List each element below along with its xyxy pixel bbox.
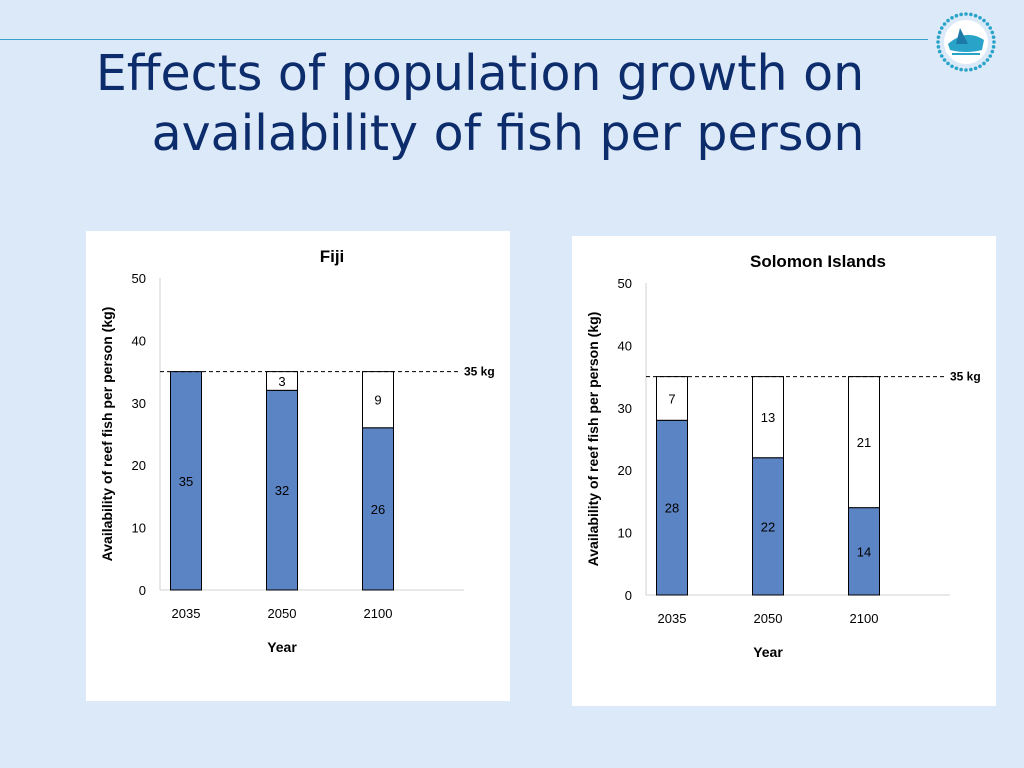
solomon-islands-y-tick-label: 0 [625, 588, 632, 603]
solomon-islands-bar-2100-segment-1 [848, 507, 880, 596]
fiji-data-label-2050-segment-1: 32 [275, 483, 289, 498]
logo-dot [985, 22, 990, 26]
fiji-y-tick-label: 10 [132, 521, 146, 536]
solomon-islands-chart-panel: Solomon Islands 0 10 20 30 40 50 Availability o… [572, 236, 996, 706]
fiji-x-tick-label-2050: 2050 [268, 606, 297, 621]
fiji-x-tick-label-2100: 2100 [364, 606, 393, 621]
logo-dot [978, 64, 982, 69]
logo-dot [959, 67, 963, 72]
fiji-y-tick-label: 50 [132, 271, 146, 286]
fiji-data-label-2050-segment-2: 3 [278, 374, 285, 389]
solomon-islands-bar-2050-segment-1 [752, 457, 784, 596]
fiji-chart-panel: Fiji 0 10 20 30 40 50 Availability of reef fish… [86, 231, 510, 701]
logo-dot [946, 18, 950, 23]
logo-dot [992, 40, 996, 44]
fiji-chart: Fiji 0 10 20 30 40 50 Availability of reef fish… [99, 247, 495, 655]
logo-dot [959, 12, 963, 17]
fiji-y-tick-label: 0 [139, 583, 146, 598]
logo-dot [950, 15, 954, 20]
solomon-islands-y-tick-label: 40 [618, 338, 632, 353]
slide-title-line-1: Effects of population growth on [95, 45, 865, 102]
logo-dot [973, 13, 978, 18]
fiji-bar-2035-segment-1 [170, 371, 202, 591]
logo-dot [950, 64, 954, 69]
sail-boat-logo-icon [936, 12, 996, 72]
fiji-y-axis-title: Availability of reef fish per person (kg… [99, 307, 115, 562]
fiji-data-label-2100-segment-2: 9 [374, 393, 381, 408]
solomon-islands-data-label-2050-segment-1: 22 [761, 519, 775, 534]
logo-dot [991, 35, 996, 39]
solomon-islands-bar-2035-segment-2 [656, 376, 688, 421]
solomon-islands-x-tick-label-2050: 2050 [754, 611, 783, 626]
logo-dot [936, 40, 940, 44]
fiji-reference-line-label: 35 kg [464, 365, 495, 379]
solomon-islands-x-axis-title: Year [753, 644, 783, 660]
logo-dot [954, 66, 959, 71]
logo-dot [939, 54, 944, 58]
logo-dot [990, 30, 995, 35]
fiji-bar-2050-segment-1 [266, 389, 298, 591]
header-rule [0, 39, 928, 40]
logo-dot [942, 22, 947, 26]
fiji-x-axis-title: Year [267, 639, 297, 655]
logo-dot [991, 45, 996, 49]
solomon-islands-bar-2100-segment-2 [848, 376, 880, 509]
logo-dot [954, 13, 959, 18]
solomon-islands-y-axis-title: Availability of reef fish per person (kg… [585, 312, 601, 567]
logo-dot [978, 15, 982, 20]
logo-dot [937, 49, 942, 54]
logo-dot [982, 61, 986, 66]
solomon-islands-data-label-2100-segment-1: 14 [857, 544, 871, 559]
fiji-y-tick-label: 30 [132, 396, 146, 411]
fiji-data-label-2100-segment-1: 26 [371, 502, 385, 517]
solomon-islands-y-tick-label: 30 [618, 401, 632, 416]
solomon-islands-y-tick-label: 10 [618, 526, 632, 541]
logo-dot [942, 58, 947, 62]
fiji-data-label-2035-segment-1: 35 [179, 474, 193, 489]
solomon-islands-data-label-2035-segment-1: 28 [665, 501, 679, 516]
solomon-islands-x-tick-label-2035: 2035 [658, 611, 687, 626]
logo-dot [990, 49, 995, 54]
solomon-islands-chart-title: Solomon Islands [750, 252, 886, 271]
logo-dot [964, 12, 968, 16]
logo-dot [988, 26, 993, 30]
solomon-islands-y-tick-label: 50 [618, 276, 632, 291]
logo-dot [969, 12, 973, 17]
logo-dot [937, 30, 942, 35]
logo-dot [973, 66, 978, 71]
solomon-islands-data-label-2100-segment-2: 21 [857, 435, 871, 450]
logo-dot [988, 54, 993, 58]
solomon-islands-reference-line-label: 35 kg [950, 370, 981, 384]
logo [934, 10, 998, 74]
logo-dot [969, 67, 973, 72]
solomon-islands-x-tick-label-2100: 2100 [850, 611, 879, 626]
logo-dot [939, 26, 944, 30]
fiji-y-tick-label: 40 [132, 333, 146, 348]
solomon-islands-bar-2035-segment-1 [656, 419, 688, 596]
solomon-islands-chart: Solomon Islands 0 10 20 30 40 50 Availability o… [585, 252, 981, 660]
logo-dot [985, 58, 990, 62]
fiji-chart-title: Fiji [320, 247, 345, 266]
fiji-x-tick-label-2035: 2035 [172, 606, 201, 621]
logo-dot [982, 18, 986, 23]
solomon-islands-data-label-2050-segment-2: 13 [761, 410, 775, 425]
logo-dot [946, 61, 950, 66]
logo-dot [964, 68, 968, 72]
logo-dot [936, 45, 941, 49]
slide-title-line-2: availability of fish per person [151, 105, 865, 162]
solomon-islands-data-label-2035-segment-2: 7 [668, 391, 675, 406]
slide-title: Effects of population growth on availabi… [60, 44, 900, 164]
fiji-y-tick-label: 20 [132, 458, 146, 473]
logo-dot [936, 35, 941, 39]
solomon-islands-y-tick-label: 20 [618, 463, 632, 478]
